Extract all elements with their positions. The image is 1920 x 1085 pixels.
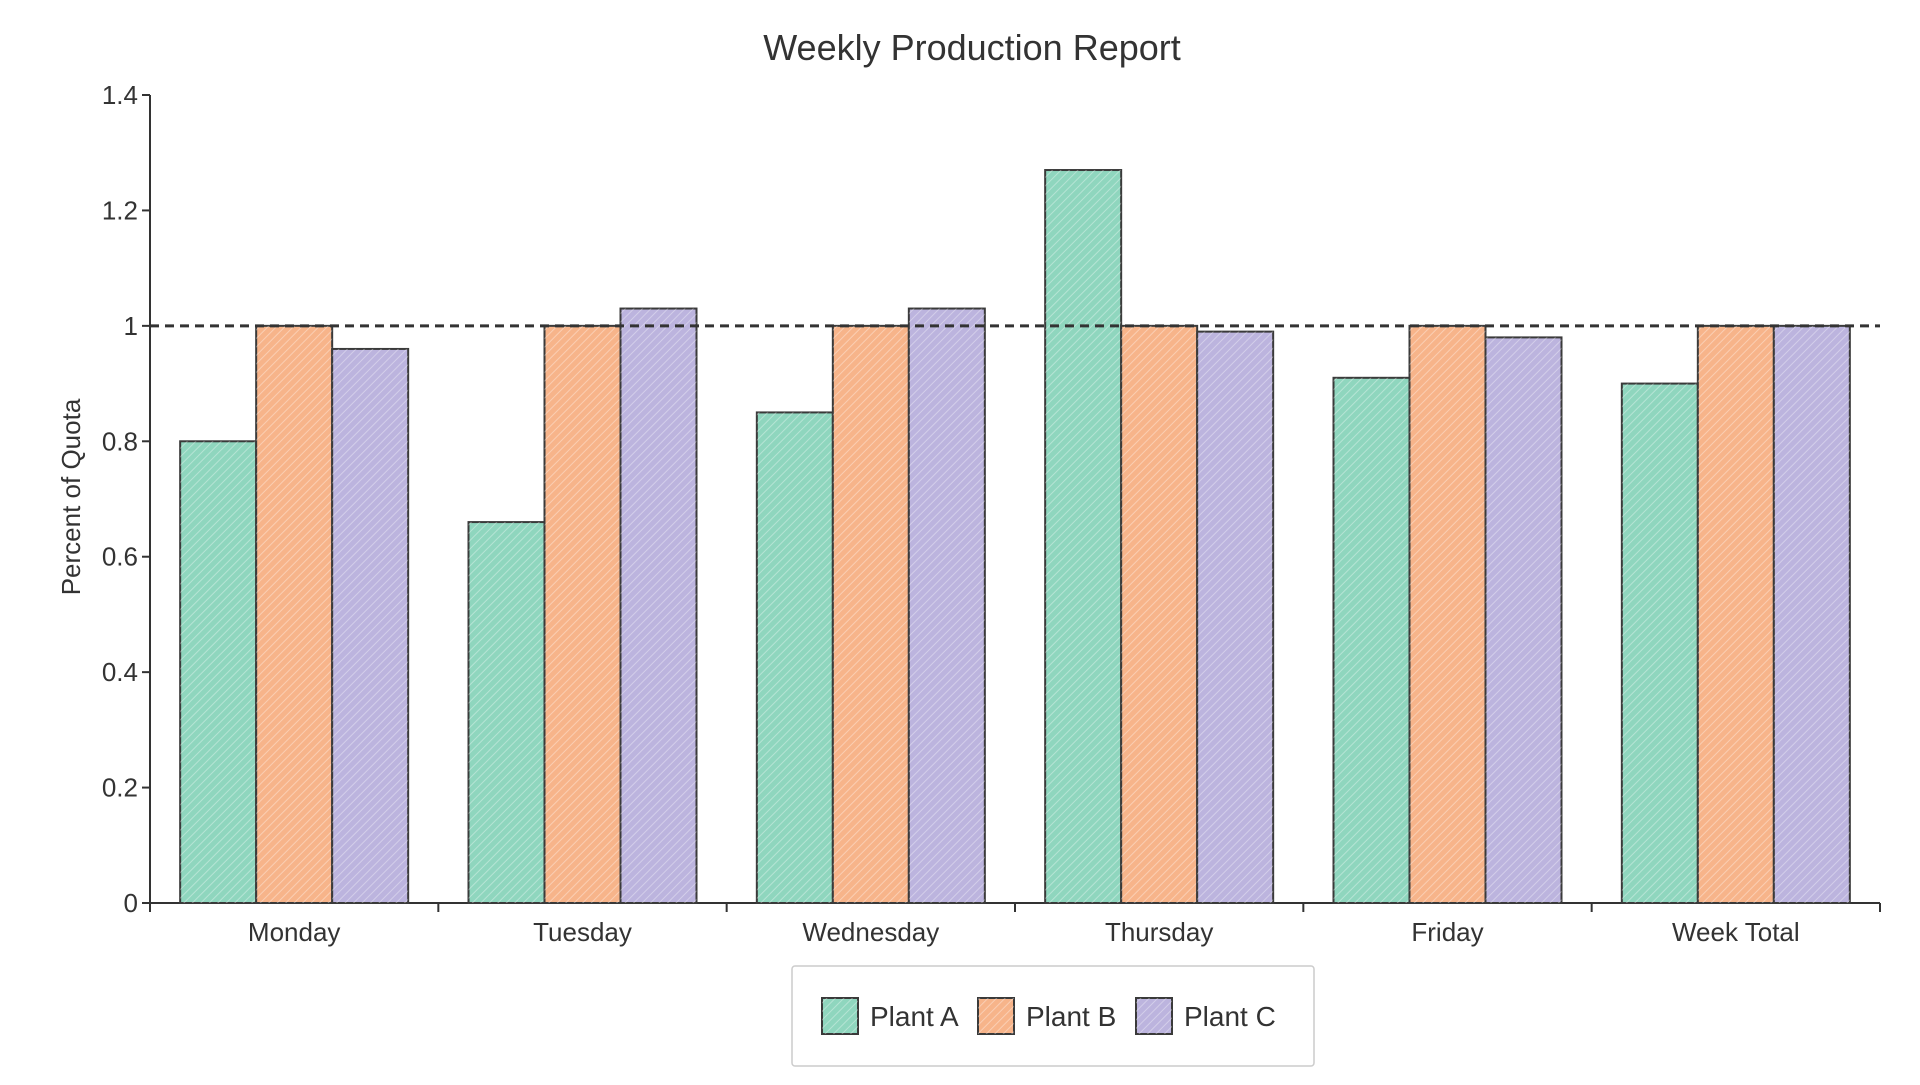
y-tick-label: 0.8 [102, 426, 138, 456]
bar-plant-b-wednesday [831, 324, 910, 905]
y-tick-label: 0 [124, 888, 138, 918]
bar-plant-c-week-total [1772, 324, 1851, 905]
x-axis: Monday Tuesday Wednesday Thursday Friday Week… [149, 902, 1881, 947]
bar-plant-c-friday [1484, 336, 1563, 904]
y-tick-label: 0.4 [102, 657, 138, 687]
bar-plant-b-thursday [1120, 324, 1199, 905]
bar-plant-c-tuesday [619, 307, 698, 904]
legend-swatch-hatch-plant-a [822, 998, 858, 1034]
x-tick-label: Thursday [1105, 917, 1213, 947]
legend-swatch-hatch-plant-c [1136, 998, 1172, 1034]
bar-plant-a-week-total [1620, 382, 1699, 905]
bar-plant-c-thursday [1196, 330, 1275, 904]
x-tick-label: Wednesday [802, 917, 939, 947]
bar-plant-a-thursday [1044, 169, 1123, 904]
bar-plant-b-week-total [1696, 324, 1775, 905]
chart-title: Weekly Production Report [763, 27, 1181, 68]
y-tick-label: 1.2 [102, 195, 138, 225]
x-tick-label: Monday [248, 917, 341, 947]
legend-box [791, 965, 1315, 1067]
legend: Plant A Plant B Plant C [791, 965, 1315, 1067]
bar-plant-b-tuesday [543, 324, 622, 905]
bar-plant-c-wednesday [907, 307, 986, 904]
y-tick-label: 0.2 [102, 773, 138, 803]
y-tick-label: 1.4 [102, 80, 138, 110]
bar-series-group [179, 169, 1851, 905]
x-tick-label: Tuesday [533, 917, 632, 947]
bar-plant-b-friday [1408, 324, 1487, 905]
bar-plant-a-wednesday [755, 411, 834, 904]
legend-label-plant-c: Plant C [1184, 1001, 1276, 1032]
legend-swatch-hatch-plant-b [978, 998, 1014, 1034]
y-tick-label: 1 [124, 311, 138, 341]
y-axis: 0 0.2 0.4 0.6 0.8 1 1.2 1.4 [102, 80, 151, 918]
bar-plant-a-friday [1332, 376, 1411, 904]
y-axis-title: Percent of Quota [56, 398, 86, 595]
y-tick-label: 0.6 [102, 542, 138, 572]
x-tick-label: Friday [1411, 917, 1483, 947]
bar-plant-a-tuesday [467, 521, 546, 904]
bar-plant-b-monday [255, 324, 334, 905]
bar-plant-a-monday [179, 440, 258, 904]
bar-plant-c-monday [331, 347, 410, 904]
legend-label-plant-b: Plant B [1026, 1001, 1116, 1032]
x-tick-label: Week Total [1672, 917, 1800, 947]
legend-label-plant-a: Plant A [870, 1001, 959, 1032]
